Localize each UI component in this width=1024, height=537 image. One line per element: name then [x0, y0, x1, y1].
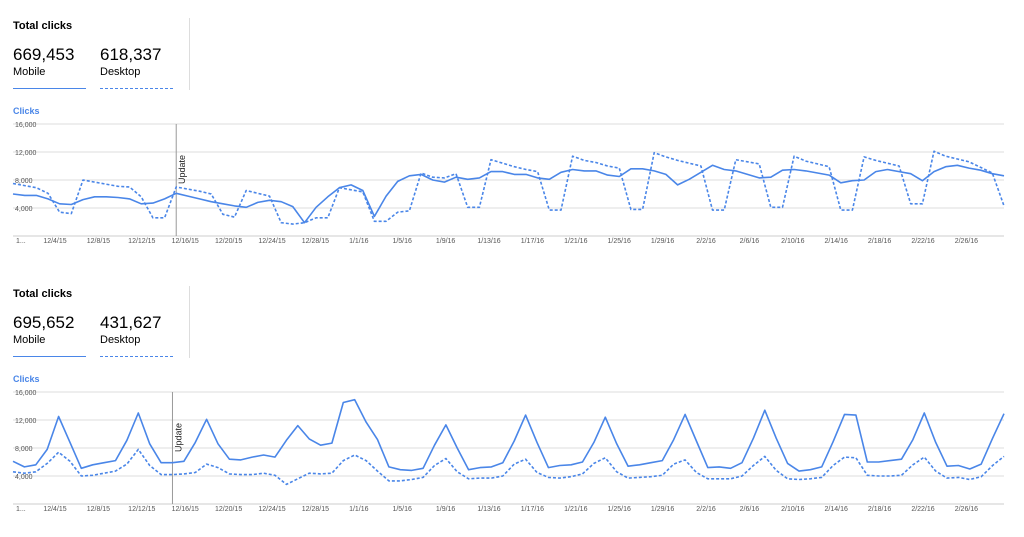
- x-tick-label: 12/24/15: [258, 238, 285, 245]
- x-tick-label: 1/1/16: [349, 506, 369, 513]
- x-tick-label: 2/26/16: [955, 506, 978, 513]
- x-tick-label: 1/5/16: [392, 506, 412, 513]
- y-tick-label: 8,000: [15, 446, 33, 453]
- mobile-stat[interactable]: 669,453 Mobile: [13, 45, 86, 89]
- x-tick-label: 2/10/16: [781, 506, 804, 513]
- total-clicks-title: Total clicks: [13, 20, 73, 32]
- y-tick-label: 16,000: [15, 390, 37, 397]
- mobile-value: 695,652: [13, 313, 75, 332]
- clicks-axis-label: Clicks: [13, 374, 40, 384]
- y-tick-label: 4,000: [15, 474, 33, 481]
- x-tick-label: 12/8/15: [87, 506, 110, 513]
- x-tick-label: 2/14/16: [825, 506, 848, 513]
- clicks-line-chart-2[interactable]: 4,000 8,000 12,000 16,000 1... 12/4/15 12/8/15…: [0, 386, 1024, 516]
- mobile-stat[interactable]: 695,652 Mobile: [13, 313, 86, 357]
- x-tick-label: 1/17/16: [521, 238, 544, 245]
- x-tick-label: 12/16/15: [172, 238, 199, 245]
- x-tick-label: 1/21/16: [564, 238, 587, 245]
- desktop-value: 618,337: [100, 45, 162, 64]
- mobile-value: 669,453: [13, 45, 75, 64]
- desktop-label: Desktop: [100, 66, 141, 78]
- x-tick-label: 1/29/16: [651, 238, 674, 245]
- desktop-legend-line: [100, 88, 173, 89]
- x-tick-label: 2/10/16: [781, 238, 804, 245]
- x-tick-label: 1/5/16: [392, 238, 412, 245]
- stats-divider: [189, 18, 190, 90]
- clicks-axis-label: Clicks: [13, 106, 40, 116]
- series-line-desktop[interactable]: [12, 448, 1005, 486]
- x-tick-label: 12/28/15: [302, 506, 329, 513]
- mobile-label: Mobile: [13, 66, 46, 78]
- x-tick-label: 1/25/16: [608, 506, 631, 513]
- x-tick-label: 2/22/16: [911, 238, 934, 245]
- mobile-label: Mobile: [13, 334, 46, 346]
- mobile-legend-line: [13, 356, 86, 357]
- x-tick-label: 1/25/16: [608, 238, 631, 245]
- x-tick-label: 12/12/15: [128, 238, 155, 245]
- y-tick-label: 12,000: [15, 418, 37, 425]
- desktop-legend-line: [100, 356, 173, 357]
- x-tick-label: 2/26/16: [955, 238, 978, 245]
- desktop-stat[interactable]: 431,627 Desktop: [100, 313, 173, 357]
- chart-panel-1: Total clicks 669,453 Mobile 618,337 Desk…: [0, 0, 1024, 268]
- y-tick-label: 16,000: [15, 122, 37, 129]
- x-tick-label: 1...: [16, 506, 26, 513]
- x-tick-label: 1...: [16, 238, 26, 245]
- x-tick-label: 12/20/15: [215, 238, 242, 245]
- x-tick-label: 1/17/16: [521, 506, 544, 513]
- x-tick-label: 1/13/16: [477, 506, 500, 513]
- x-tick-label: 1/29/16: [651, 506, 674, 513]
- x-tick-label: 12/4/15: [43, 506, 66, 513]
- desktop-value: 431,627: [100, 313, 162, 332]
- x-tick-label: 12/24/15: [258, 506, 285, 513]
- x-tick-label: 2/2/16: [696, 238, 716, 245]
- clicks-line-chart-1[interactable]: 4,000 8,000 12,000 16,000 1... 12/4/15 12/8/15…: [0, 118, 1024, 248]
- chart-panel-2: Total clicks 695,652 Mobile 431,627 Desk…: [0, 268, 1024, 536]
- y-tick-label: 8,000: [15, 178, 33, 185]
- series-line-mobile[interactable]: [12, 398, 1005, 472]
- x-tick-label: 2/18/16: [868, 238, 891, 245]
- stats-divider: [189, 286, 190, 358]
- x-tick-label: 12/16/15: [172, 506, 199, 513]
- x-tick-label: 12/8/15: [87, 238, 110, 245]
- desktop-label: Desktop: [100, 334, 141, 346]
- desktop-stat[interactable]: 618,337 Desktop: [100, 45, 173, 89]
- mobile-legend-line: [13, 88, 86, 89]
- x-tick-label: 1/13/16: [477, 238, 500, 245]
- x-tick-label: 1/21/16: [564, 506, 587, 513]
- x-tick-label: 2/22/16: [911, 506, 934, 513]
- x-tick-label: 2/14/16: [825, 238, 848, 245]
- x-tick-label: 1/1/16: [349, 238, 369, 245]
- y-tick-label: 4,000: [15, 206, 33, 213]
- update-annotation-label: Update: [177, 155, 187, 184]
- total-clicks-title: Total clicks: [13, 288, 73, 300]
- x-tick-label: 12/20/15: [215, 506, 242, 513]
- x-tick-label: 1/9/16: [436, 238, 456, 245]
- series-line-mobile[interactable]: [12, 164, 1005, 224]
- x-tick-label: 2/18/16: [868, 506, 891, 513]
- x-tick-label: 1/9/16: [436, 506, 456, 513]
- x-tick-label: 12/28/15: [302, 238, 329, 245]
- y-tick-label: 12,000: [15, 150, 37, 157]
- x-tick-label: 2/6/16: [740, 506, 760, 513]
- update-annotation-label: Update: [173, 423, 183, 452]
- series-line-desktop[interactable]: [12, 150, 1005, 225]
- x-tick-label: 12/12/15: [128, 506, 155, 513]
- x-tick-label: 2/2/16: [696, 506, 716, 513]
- x-tick-label: 2/6/16: [740, 238, 760, 245]
- x-tick-label: 12/4/15: [43, 238, 66, 245]
